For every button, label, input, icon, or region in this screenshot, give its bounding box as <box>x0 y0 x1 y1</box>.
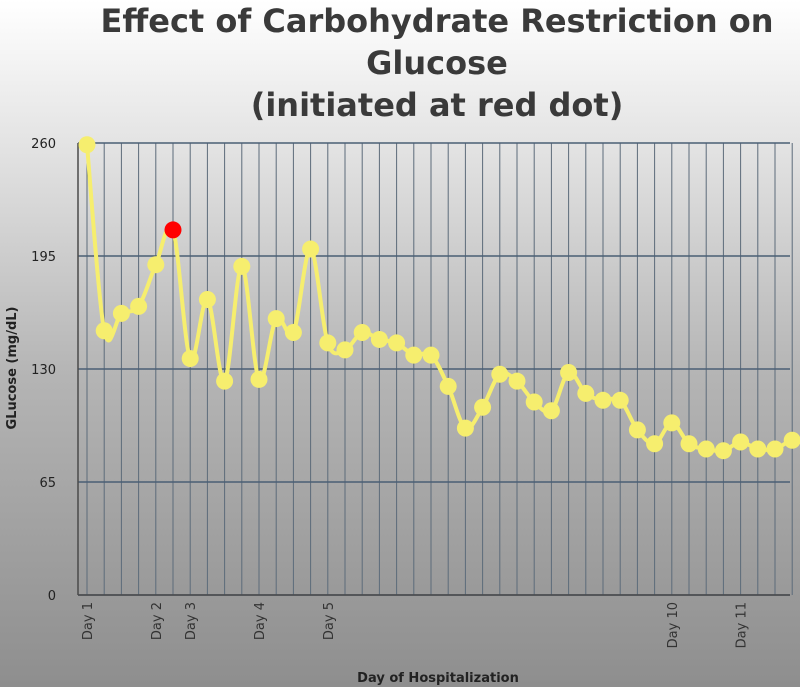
data-point <box>714 442 732 460</box>
data-point <box>439 377 457 395</box>
data-point <box>783 431 800 449</box>
data-point <box>697 440 715 458</box>
y-tick-label: 260 <box>31 137 56 152</box>
glucose-series <box>78 136 800 460</box>
data-point <box>766 440 784 458</box>
data-point <box>611 391 629 409</box>
carb-restriction-start-point <box>164 221 182 239</box>
data-point <box>370 330 388 348</box>
data-point <box>78 136 96 154</box>
data-point <box>491 365 509 383</box>
data-point <box>680 435 698 453</box>
y-tick-label: 65 <box>39 476 56 491</box>
data-point <box>474 398 492 416</box>
x-tick-label: Day 11 <box>735 602 750 648</box>
data-point <box>508 372 526 390</box>
data-point <box>646 435 664 453</box>
chart-title: Effect of Carbohydrate Restriction on Gl… <box>100 2 773 124</box>
x-axis-label: Day of Hospitalization <box>357 671 519 686</box>
y-axis-label: GLucose (mg/dL) <box>5 307 20 430</box>
series-line <box>85 144 800 454</box>
data-point <box>628 421 646 439</box>
data-point <box>198 290 216 308</box>
x-tick-label: Day 4 <box>253 602 268 640</box>
data-point <box>388 334 406 352</box>
data-point <box>525 393 543 411</box>
chart-title-line-1: Effect of Carbohydrate Restriction on <box>100 2 773 40</box>
data-point <box>353 323 371 341</box>
x-tick-label: Day 3 <box>184 602 199 640</box>
y-tick-label: 0 <box>48 589 56 604</box>
x-tick-label: Day 1 <box>81 602 96 640</box>
data-point <box>216 372 234 390</box>
data-point <box>233 257 251 275</box>
data-point <box>663 414 681 432</box>
data-point <box>319 334 337 352</box>
data-point <box>181 350 199 368</box>
data-point <box>542 402 560 420</box>
x-tick-label: Day 2 <box>150 602 165 640</box>
data-point <box>284 323 302 341</box>
data-point <box>267 310 285 328</box>
data-point <box>95 322 113 340</box>
y-tick-label: 195 <box>31 250 56 265</box>
data-point <box>250 370 268 388</box>
data-point <box>302 240 320 258</box>
y-axis-ticks: 0 65 130 195 260 <box>31 137 56 604</box>
x-tick-label: Day 10 <box>666 602 681 648</box>
data-point <box>405 346 423 364</box>
data-point <box>422 346 440 364</box>
data-point <box>732 433 750 451</box>
chart-title-line-2: Glucose <box>366 44 508 82</box>
data-point <box>577 384 595 402</box>
x-tick-label: Day 5 <box>322 602 337 640</box>
gridlines <box>77 142 793 596</box>
data-point <box>112 304 130 322</box>
data-point <box>749 440 767 458</box>
chart-title-line-3: (initiated at red dot) <box>251 86 624 124</box>
x-axis-ticks: Day 1 Day 2 Day 3 Day 4 Day 5 Day 10 Day 11 <box>81 602 750 648</box>
data-point <box>130 297 148 315</box>
data-point <box>147 256 165 274</box>
data-point <box>456 419 474 437</box>
data-point <box>336 341 354 359</box>
y-tick-label: 130 <box>31 363 56 378</box>
data-point <box>560 363 578 381</box>
data-point <box>594 391 612 409</box>
